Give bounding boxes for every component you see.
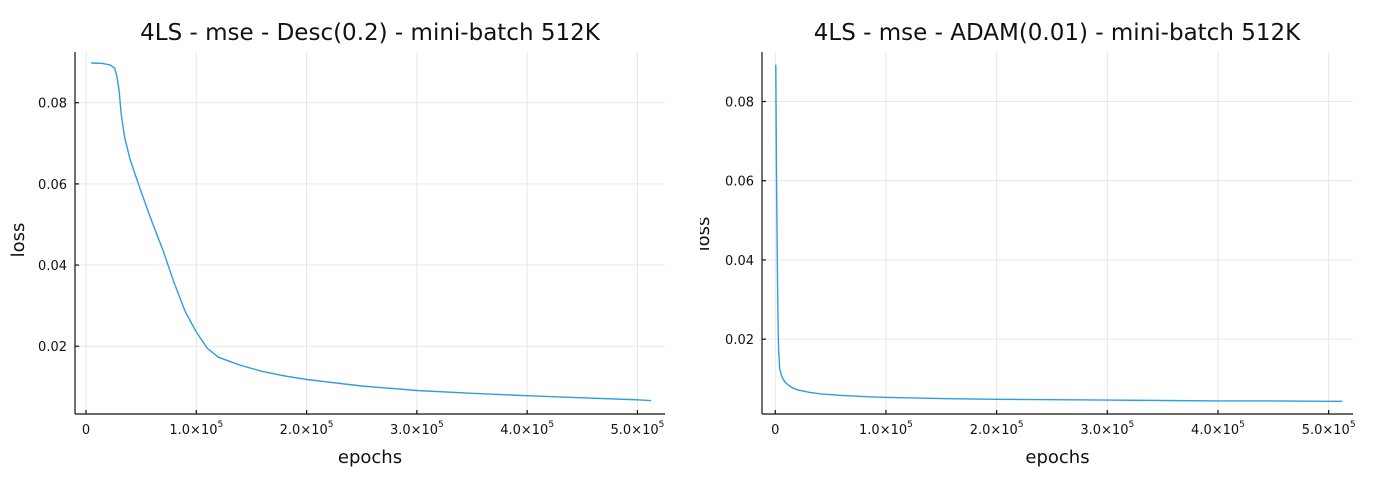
data-point	[116, 75, 118, 77]
data-point	[361, 385, 363, 387]
data-point	[261, 370, 264, 372]
data-point	[101, 62, 104, 64]
data-point	[776, 279, 779, 281]
data-point	[184, 311, 186, 313]
data-point	[636, 399, 639, 401]
x-axis-label: epochs	[338, 447, 402, 468]
chart-title: 4LS - mse - Desc(0.2) - mini-batch 512K	[140, 20, 601, 46]
data-point	[124, 136, 126, 138]
data-point	[775, 160, 777, 162]
data-point	[581, 397, 583, 399]
y-tick-label: 0.04	[725, 254, 754, 269]
data-point	[775, 64, 777, 66]
data-point	[305, 378, 308, 381]
y-tick-label: 0.04	[38, 259, 67, 274]
data-point	[129, 158, 131, 161]
data-point	[791, 386, 793, 389]
data-point	[996, 398, 998, 400]
y-tick-label: 0.08	[725, 96, 754, 111]
data-point	[863, 395, 865, 398]
data-point	[206, 347, 208, 349]
data-point	[1162, 399, 1164, 402]
x-tick-label: 1.0×105	[859, 420, 913, 438]
data-point	[1328, 400, 1330, 402]
data-point	[818, 393, 821, 395]
y-tick-label: 0.06	[38, 178, 67, 193]
chart-title: 4LS - mse - ADAM(0.01) - mini-batch 512K	[814, 20, 1301, 46]
chart-panel-adam: 0 1.0×105 2.0×105 3.0×105 4.0×105 5.0×105 0.02…	[700, 20, 1356, 468]
y-axis-label: loss	[700, 217, 714, 252]
x-tick-label: 1.0×105	[169, 420, 223, 438]
data-point	[109, 64, 111, 66]
y-axis-label: loss	[8, 223, 29, 258]
data-point	[781, 376, 783, 378]
y-tick-label: 0.02	[725, 333, 754, 348]
data-point	[162, 250, 164, 252]
data-point	[1272, 400, 1274, 402]
data-point	[778, 348, 780, 350]
data-point	[283, 375, 286, 377]
data-point	[173, 282, 175, 284]
y-tick-label: 0.08	[38, 97, 67, 112]
x-tick-label: 3.0×105	[390, 420, 444, 438]
x-tick-label: 0	[771, 423, 779, 438]
data-point	[783, 380, 785, 382]
data-point	[885, 396, 887, 398]
y-tick-label: 0.06	[725, 175, 754, 190]
data-point	[217, 356, 219, 358]
data-point	[940, 397, 942, 400]
data-point	[841, 394, 843, 396]
x-axis-label: epochs	[1025, 447, 1089, 468]
data-point	[779, 368, 781, 370]
data-point	[807, 391, 810, 393]
x-tick-label: 2.0×105	[280, 420, 334, 438]
data-point	[120, 114, 122, 116]
x-tick-label: 5.0×105	[1302, 420, 1356, 438]
data-point	[777, 318, 779, 320]
data-point	[90, 62, 93, 64]
data-point	[776, 219, 778, 221]
x-tick-label: 5.0×105	[611, 420, 665, 438]
series-line	[91, 62, 651, 402]
x-tick-label: 4.0×105	[1191, 420, 1245, 438]
x-tick-label: 3.0×105	[1080, 420, 1134, 438]
data-point	[785, 382, 787, 385]
data-point	[239, 364, 242, 366]
data-point	[195, 331, 197, 333]
data-point	[151, 221, 153, 224]
data-point	[1051, 399, 1053, 401]
chart-panel-desc: 0 1.0×105 2.0×105 3.0×105 4.0×105 5.0×105 0.02…	[8, 20, 665, 468]
data-point	[650, 400, 652, 402]
data-point	[1341, 400, 1343, 402]
x-tick-label: 4.0×105	[500, 420, 554, 438]
data-point	[140, 191, 142, 193]
x-tick-label: 2.0×105	[970, 420, 1024, 438]
data-point	[416, 389, 418, 392]
data-point	[1217, 400, 1219, 402]
data-point	[114, 67, 116, 69]
data-point	[526, 395, 528, 397]
series-line	[775, 65, 1342, 402]
y-tick-label: 0.02	[38, 340, 67, 355]
data-point	[471, 392, 473, 394]
x-tick-label: 0	[82, 423, 90, 438]
data-point	[796, 389, 799, 391]
data-point	[118, 89, 120, 92]
data-point	[1106, 399, 1108, 401]
